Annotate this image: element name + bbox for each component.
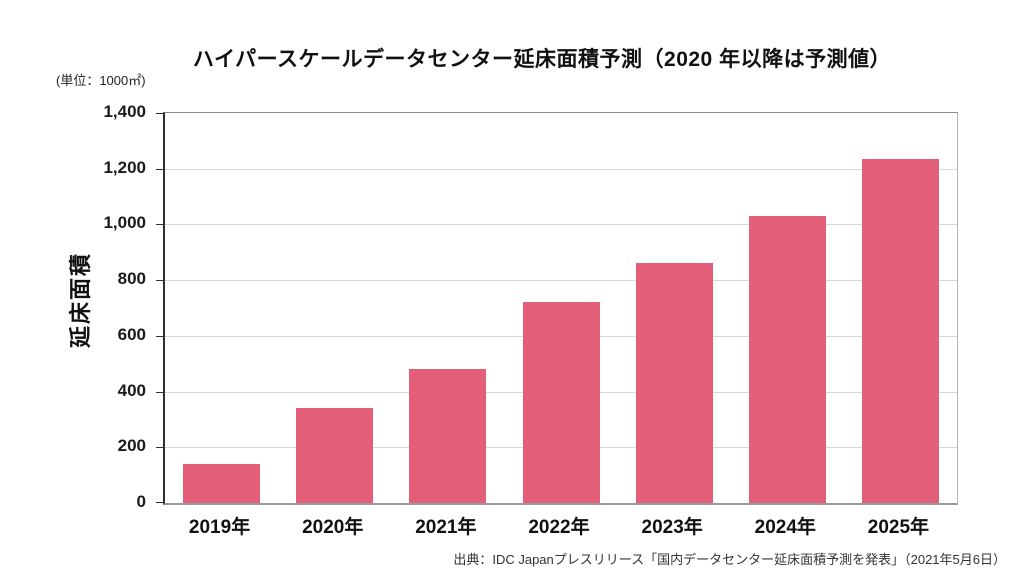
y-tick-label: 200 bbox=[117, 436, 146, 456]
unit-label: (単位：1000㎡) bbox=[56, 73, 146, 88]
y-tick-label: 1,400 bbox=[103, 102, 146, 121]
x-tick-label: 2019年 bbox=[188, 517, 251, 538]
x-tick-label: 2025年 bbox=[867, 517, 930, 538]
x-tick-label: 2024年 bbox=[754, 517, 816, 538]
y-tick-label: 800 bbox=[117, 269, 146, 289]
y-axis-tick bbox=[156, 335, 163, 337]
gridline bbox=[165, 280, 957, 282]
chart-title: ハイパースケールデータセンター延床面積予測（2020 年以降は予測値） bbox=[192, 48, 892, 71]
x-tick-label: 2023年 bbox=[641, 517, 703, 538]
gridline bbox=[165, 168, 957, 170]
y-axis-tick bbox=[156, 447, 163, 449]
bar-2021年 bbox=[409, 369, 487, 503]
bar-2025年 bbox=[861, 158, 939, 503]
x-tick-label: 2020年 bbox=[302, 517, 364, 538]
bar-2020年 bbox=[296, 408, 374, 503]
bar-2022年 bbox=[522, 302, 600, 503]
x-tick-label: 2022年 bbox=[528, 517, 590, 538]
y-axis-tick-labels: 0 200 400 600 800 1,000 1,200 1,400 bbox=[0, 103, 146, 511]
y-tick-label: 0 bbox=[136, 492, 146, 511]
y-axis-tick bbox=[156, 502, 163, 503]
source-note: 出典：IDC Japanプレスリリース「国内データセンター延床面積予測を発表」（… bbox=[453, 552, 1006, 567]
bar-2023年 bbox=[635, 263, 713, 503]
y-axis-tick bbox=[156, 391, 163, 393]
y-axis-tick bbox=[156, 168, 163, 170]
y-axis-tick bbox=[156, 224, 163, 226]
plot-area bbox=[156, 112, 958, 505]
y-axis-tick bbox=[156, 280, 163, 282]
x-axis-tick-labels: 2019年 2020年 2021年 2022年 2023年 2024年 2025年 bbox=[163, 512, 955, 538]
y-tick-label: 1,200 bbox=[103, 157, 146, 177]
y-tick-label: 600 bbox=[117, 324, 146, 344]
bar-2019年 bbox=[183, 464, 261, 503]
gridline bbox=[165, 224, 957, 226]
bar-2024年 bbox=[748, 216, 826, 503]
x-tick-label: 2021年 bbox=[415, 517, 477, 538]
y-tick-label: 400 bbox=[117, 380, 146, 400]
y-axis-tick bbox=[156, 113, 163, 114]
y-tick-label: 1,000 bbox=[103, 213, 146, 233]
